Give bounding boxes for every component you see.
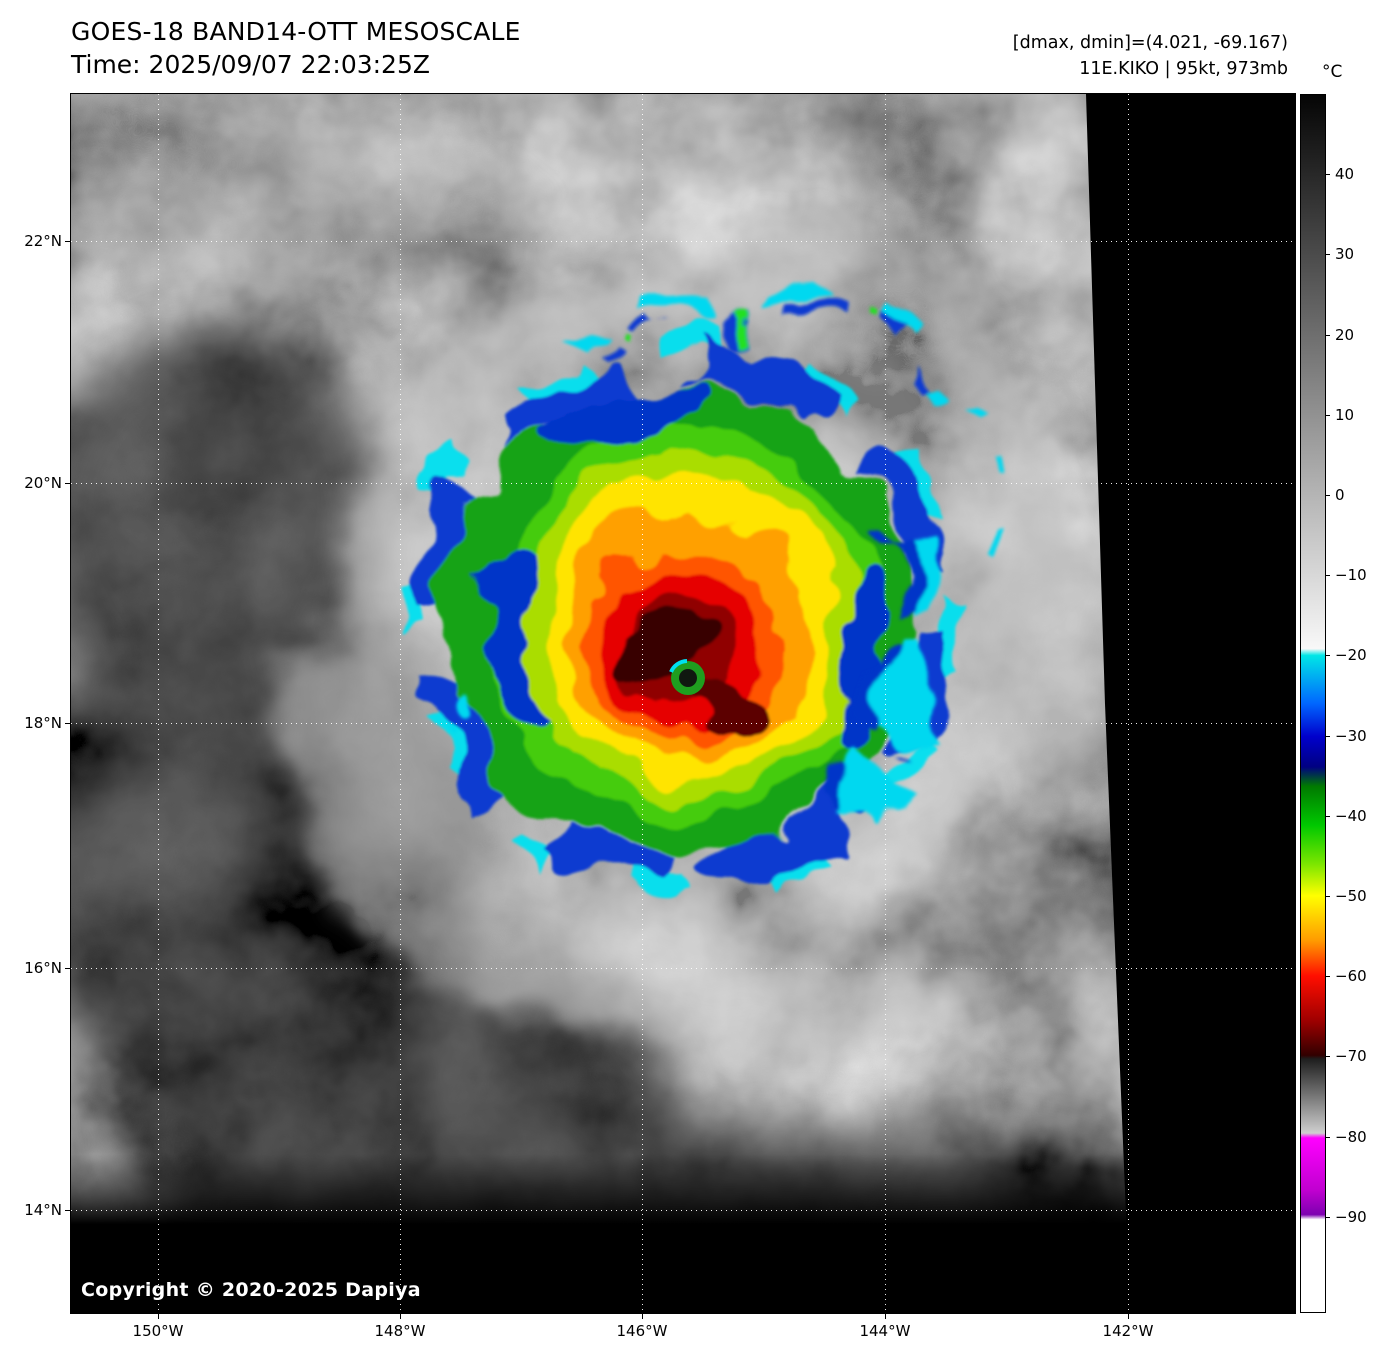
longitude-tick (1128, 1314, 1130, 1319)
colorbar-tick-label: −80 (1335, 1127, 1367, 1146)
bottom-fade (71, 1154, 1295, 1224)
colorbar-tick (1326, 414, 1330, 416)
latitude-tick (65, 968, 70, 970)
colorbar-tick (1326, 655, 1330, 657)
colorbar-tick-label: −30 (1335, 726, 1367, 745)
colorbar-tick (1326, 1136, 1330, 1138)
latitude-tick-label: 20°N (24, 473, 62, 492)
no-data-sector (1086, 94, 1295, 1313)
product-title: GOES-18 BAND14-OTT MESOSCALE (71, 17, 521, 46)
latitude-tick-label: 22°N (24, 232, 62, 250)
colorbar-tick-label: 10 (1335, 405, 1355, 424)
longitude-tick (158, 1314, 160, 1319)
scan-timestamp: Time: 2025/09/07 22:03:25Z (71, 49, 430, 79)
latitude-tick-label: 16°N (24, 959, 62, 978)
latitude-tick (65, 1210, 70, 1212)
colorbar-axis: 40 30 20 10 0 −10 −20 −30 −40 −50 −60 −70 −80 −90 (1326, 94, 1388, 1313)
colorbar-tick-label: 20 (1335, 325, 1355, 344)
storm-status-readout: 11E.KIKO | 95kt, 973mb (1079, 59, 1288, 80)
longitude-tick (884, 1314, 886, 1319)
colorbar-tick-label: −60 (1335, 967, 1367, 986)
colorbar-tick-label: 0 (1335, 485, 1345, 504)
storm-eye (669, 659, 705, 695)
latitude-tick (65, 241, 70, 242)
colorbar-tick-label: −40 (1335, 806, 1367, 825)
colorbar-tick-label: −50 (1335, 886, 1367, 905)
temperature-colorbar (1300, 94, 1326, 1313)
colorbar-tick-label: −20 (1335, 646, 1367, 665)
colorbar-tick-label: −90 (1335, 1207, 1367, 1226)
colorbar-tick (1326, 174, 1330, 176)
bottom-black-band (71, 1224, 1295, 1313)
colorbar-tick (1326, 1216, 1330, 1218)
colorbar-tick (1326, 976, 1330, 978)
longitude-tick-label: 150°W (132, 1322, 184, 1340)
colorbar-tick (1326, 334, 1330, 336)
colorbar-tick (1326, 1056, 1330, 1058)
colorbar-tick-label: 30 (1335, 245, 1355, 264)
latitude-tick-label: 18°N (24, 714, 62, 732)
latitude-tick (65, 482, 70, 484)
satellite-map: Copyright © 2020-2025 Dapiya (70, 93, 1296, 1314)
colorbar-tick-label: −70 (1335, 1047, 1367, 1066)
latitude-tick-label: 14°N (24, 1201, 62, 1220)
colorbar-tick (1326, 815, 1330, 817)
figure-title-block: GOES-18 BAND14-OTT MESOSCALE Time: 2025/… (71, 16, 521, 81)
colorbar-tick (1326, 254, 1330, 256)
latitude-axis: 22°N 20°N 18°N 16°N 14°N (0, 94, 70, 1313)
colorbar-tick (1326, 575, 1330, 577)
colorbar-tick (1326, 494, 1330, 496)
longitude-tick (400, 1314, 401, 1319)
colorbar-tick-label: 40 (1335, 165, 1355, 184)
dmax-dmin-readout: [dmax, dmin]=(4.021, -69.167) (1012, 33, 1288, 53)
latitude-tick (65, 723, 70, 724)
copyright-label: Copyright © 2020-2025 Dapiya (81, 1279, 421, 1301)
longitude-tick-label: 146°W (616, 1322, 668, 1340)
colorbar-tick-label: −10 (1335, 566, 1367, 585)
satellite-ir-image (71, 94, 1295, 1313)
longitude-tick-label: 142°W (1102, 1322, 1154, 1340)
longitude-axis: 150°W 148°W 146°W 144°W 142°W (71, 1314, 1295, 1344)
colorbar-unit-label: °C (1322, 62, 1343, 82)
colorbar-tick (1326, 895, 1330, 897)
longitude-tick-label: 148°W (374, 1322, 426, 1340)
longitude-tick (641, 1314, 643, 1319)
longitude-tick-label: 144°W (859, 1322, 911, 1340)
colorbar-tick (1326, 735, 1330, 737)
figure-annotations: [dmax, dmin]=(4.021, -69.167) 11E.KIKO |… (1013, 30, 1288, 83)
